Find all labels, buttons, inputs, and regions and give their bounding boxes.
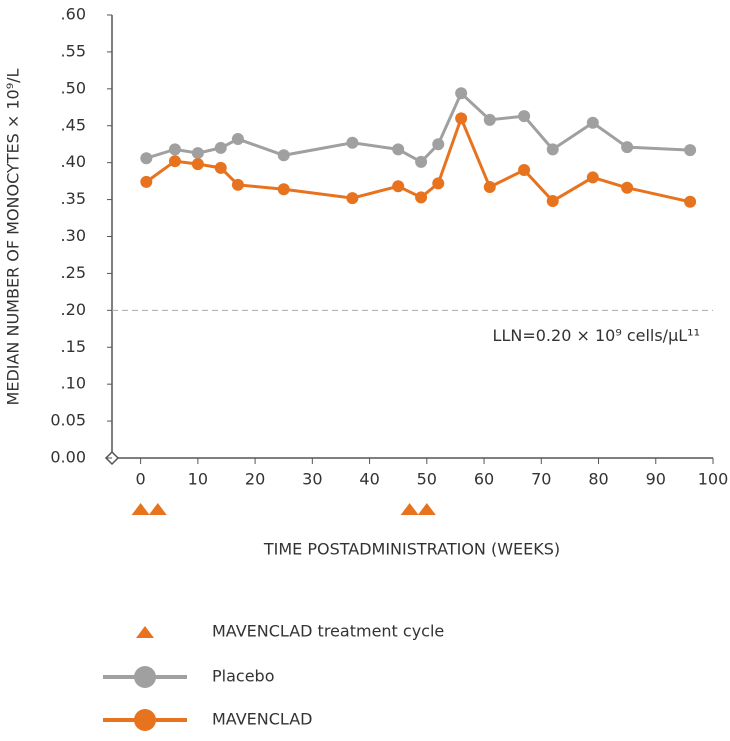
- data-point: [392, 143, 405, 156]
- legend-marker: [134, 709, 156, 731]
- data-point: [483, 113, 496, 126]
- legend-label: Placebo: [212, 667, 274, 686]
- x-tick-label: 50: [417, 470, 437, 489]
- x-axis-label: TIME POSTADMINISTRATION (WEEKS): [263, 540, 560, 559]
- treatment-marker: [417, 503, 436, 515]
- data-point: [546, 143, 559, 156]
- legend-marker: [134, 666, 156, 688]
- legend-label: MAVENCLAD: [212, 710, 312, 729]
- data-point: [214, 141, 227, 154]
- x-tick-label: 20: [245, 470, 265, 489]
- y-tick-label: .25: [61, 263, 86, 282]
- data-point: [546, 195, 559, 208]
- data-point: [346, 192, 359, 205]
- data-point: [455, 87, 468, 100]
- data-point: [415, 191, 428, 204]
- y-axis-label: MEDIAN NUMBER OF MONOCYTES × 10⁹/L: [4, 68, 23, 405]
- x-tick-label: 70: [531, 470, 551, 489]
- data-point: [231, 178, 244, 191]
- data-point: [277, 149, 290, 162]
- legend-label: MAVENCLAD treatment cycle: [212, 622, 444, 641]
- y-tick-label: .45: [61, 115, 86, 134]
- data-point: [621, 141, 634, 154]
- x-tick-label: 90: [646, 470, 666, 489]
- y-tick-label: .30: [61, 226, 86, 245]
- y-tick-label: .20: [61, 300, 86, 319]
- data-point: [586, 116, 599, 129]
- data-point: [191, 158, 204, 171]
- y-tick-label: 0.05: [50, 411, 86, 430]
- data-point: [214, 161, 227, 174]
- x-tick-label: 30: [302, 470, 322, 489]
- data-point: [684, 144, 697, 157]
- series-line: [145, 90, 691, 164]
- data-point: [168, 143, 181, 156]
- y-tick-label: .35: [61, 189, 86, 208]
- data-point: [432, 177, 445, 190]
- data-point: [191, 147, 204, 160]
- legend-marker: [136, 626, 154, 638]
- data-point: [483, 181, 496, 194]
- x-tick-label: 0: [136, 470, 146, 489]
- treatment-marker: [131, 503, 150, 515]
- y-tick-label: .55: [61, 41, 86, 60]
- data-point: [392, 180, 405, 193]
- x-tick-label: 100: [698, 470, 729, 489]
- treatment-marker: [148, 503, 167, 515]
- reference-label: LLN=0.20 × 10⁹ cells/μL¹¹: [493, 326, 700, 345]
- data-point: [140, 152, 153, 165]
- data-point: [621, 181, 634, 194]
- treatment-marker: [400, 503, 419, 515]
- x-tick-label: 10: [188, 470, 208, 489]
- y-tick-label: .60: [61, 5, 86, 24]
- y-tick-label: .50: [61, 78, 86, 97]
- data-point: [277, 183, 290, 196]
- x-tick-label: 80: [588, 470, 608, 489]
- data-point: [168, 155, 181, 168]
- y-tick-label: .15: [61, 337, 86, 356]
- x-tick-label: 60: [474, 470, 494, 489]
- data-point: [518, 110, 531, 123]
- data-point: [415, 155, 428, 168]
- y-tick-label: .40: [61, 152, 86, 171]
- data-point: [140, 175, 153, 188]
- data-point: [518, 164, 531, 177]
- x-tick-label: 40: [359, 470, 379, 489]
- y-tick-label: .10: [61, 374, 86, 393]
- data-point: [586, 171, 599, 184]
- data-point: [231, 133, 244, 146]
- y-tick-label: 0.00: [50, 448, 86, 467]
- data-point: [684, 195, 697, 208]
- data-point: [455, 112, 468, 125]
- data-point: [346, 136, 359, 149]
- data-point: [432, 138, 445, 151]
